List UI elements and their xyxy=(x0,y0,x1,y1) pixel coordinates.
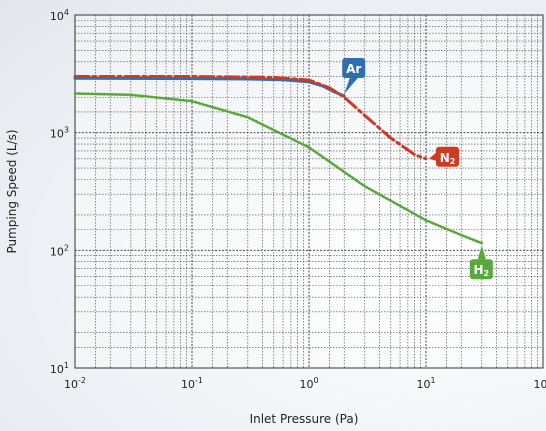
series-tag-ar: Ar xyxy=(342,57,366,94)
y-tick-label: 102 xyxy=(50,243,69,258)
y-tick-label: 104 xyxy=(50,8,69,23)
series-line-n2 xyxy=(73,75,428,161)
x-tick-label: 102 xyxy=(533,376,546,391)
x-tick-label: 10-2 xyxy=(64,376,86,391)
y-tick-label: 101 xyxy=(50,361,69,376)
series-tag-label: N2 xyxy=(440,151,456,166)
series-lines xyxy=(73,75,484,245)
x-tick-label: 101 xyxy=(416,376,435,391)
series-tag-n2: N2 xyxy=(429,146,459,167)
series-tag-label: H2 xyxy=(474,263,490,278)
y-tick-label: 103 xyxy=(50,126,69,141)
series-tag-h2: H2 xyxy=(469,245,493,280)
tick-labels: 10-2 10-1 100 101 102 101 102 103 104 xyxy=(50,8,546,391)
series-tag-label: Ar xyxy=(346,62,361,76)
y-axis-label: Pumping Speed (L/s) xyxy=(5,129,19,253)
plot-frame xyxy=(74,14,544,369)
series-line-h2 xyxy=(73,92,484,245)
grid-lines xyxy=(75,15,543,368)
x-tick-label: 10-1 xyxy=(181,376,203,391)
x-axis-label: Inlet Pressure (Pa) xyxy=(250,412,359,426)
series-tags: Ar N2 H2 xyxy=(342,57,493,280)
x-tick-label: 100 xyxy=(299,376,318,391)
